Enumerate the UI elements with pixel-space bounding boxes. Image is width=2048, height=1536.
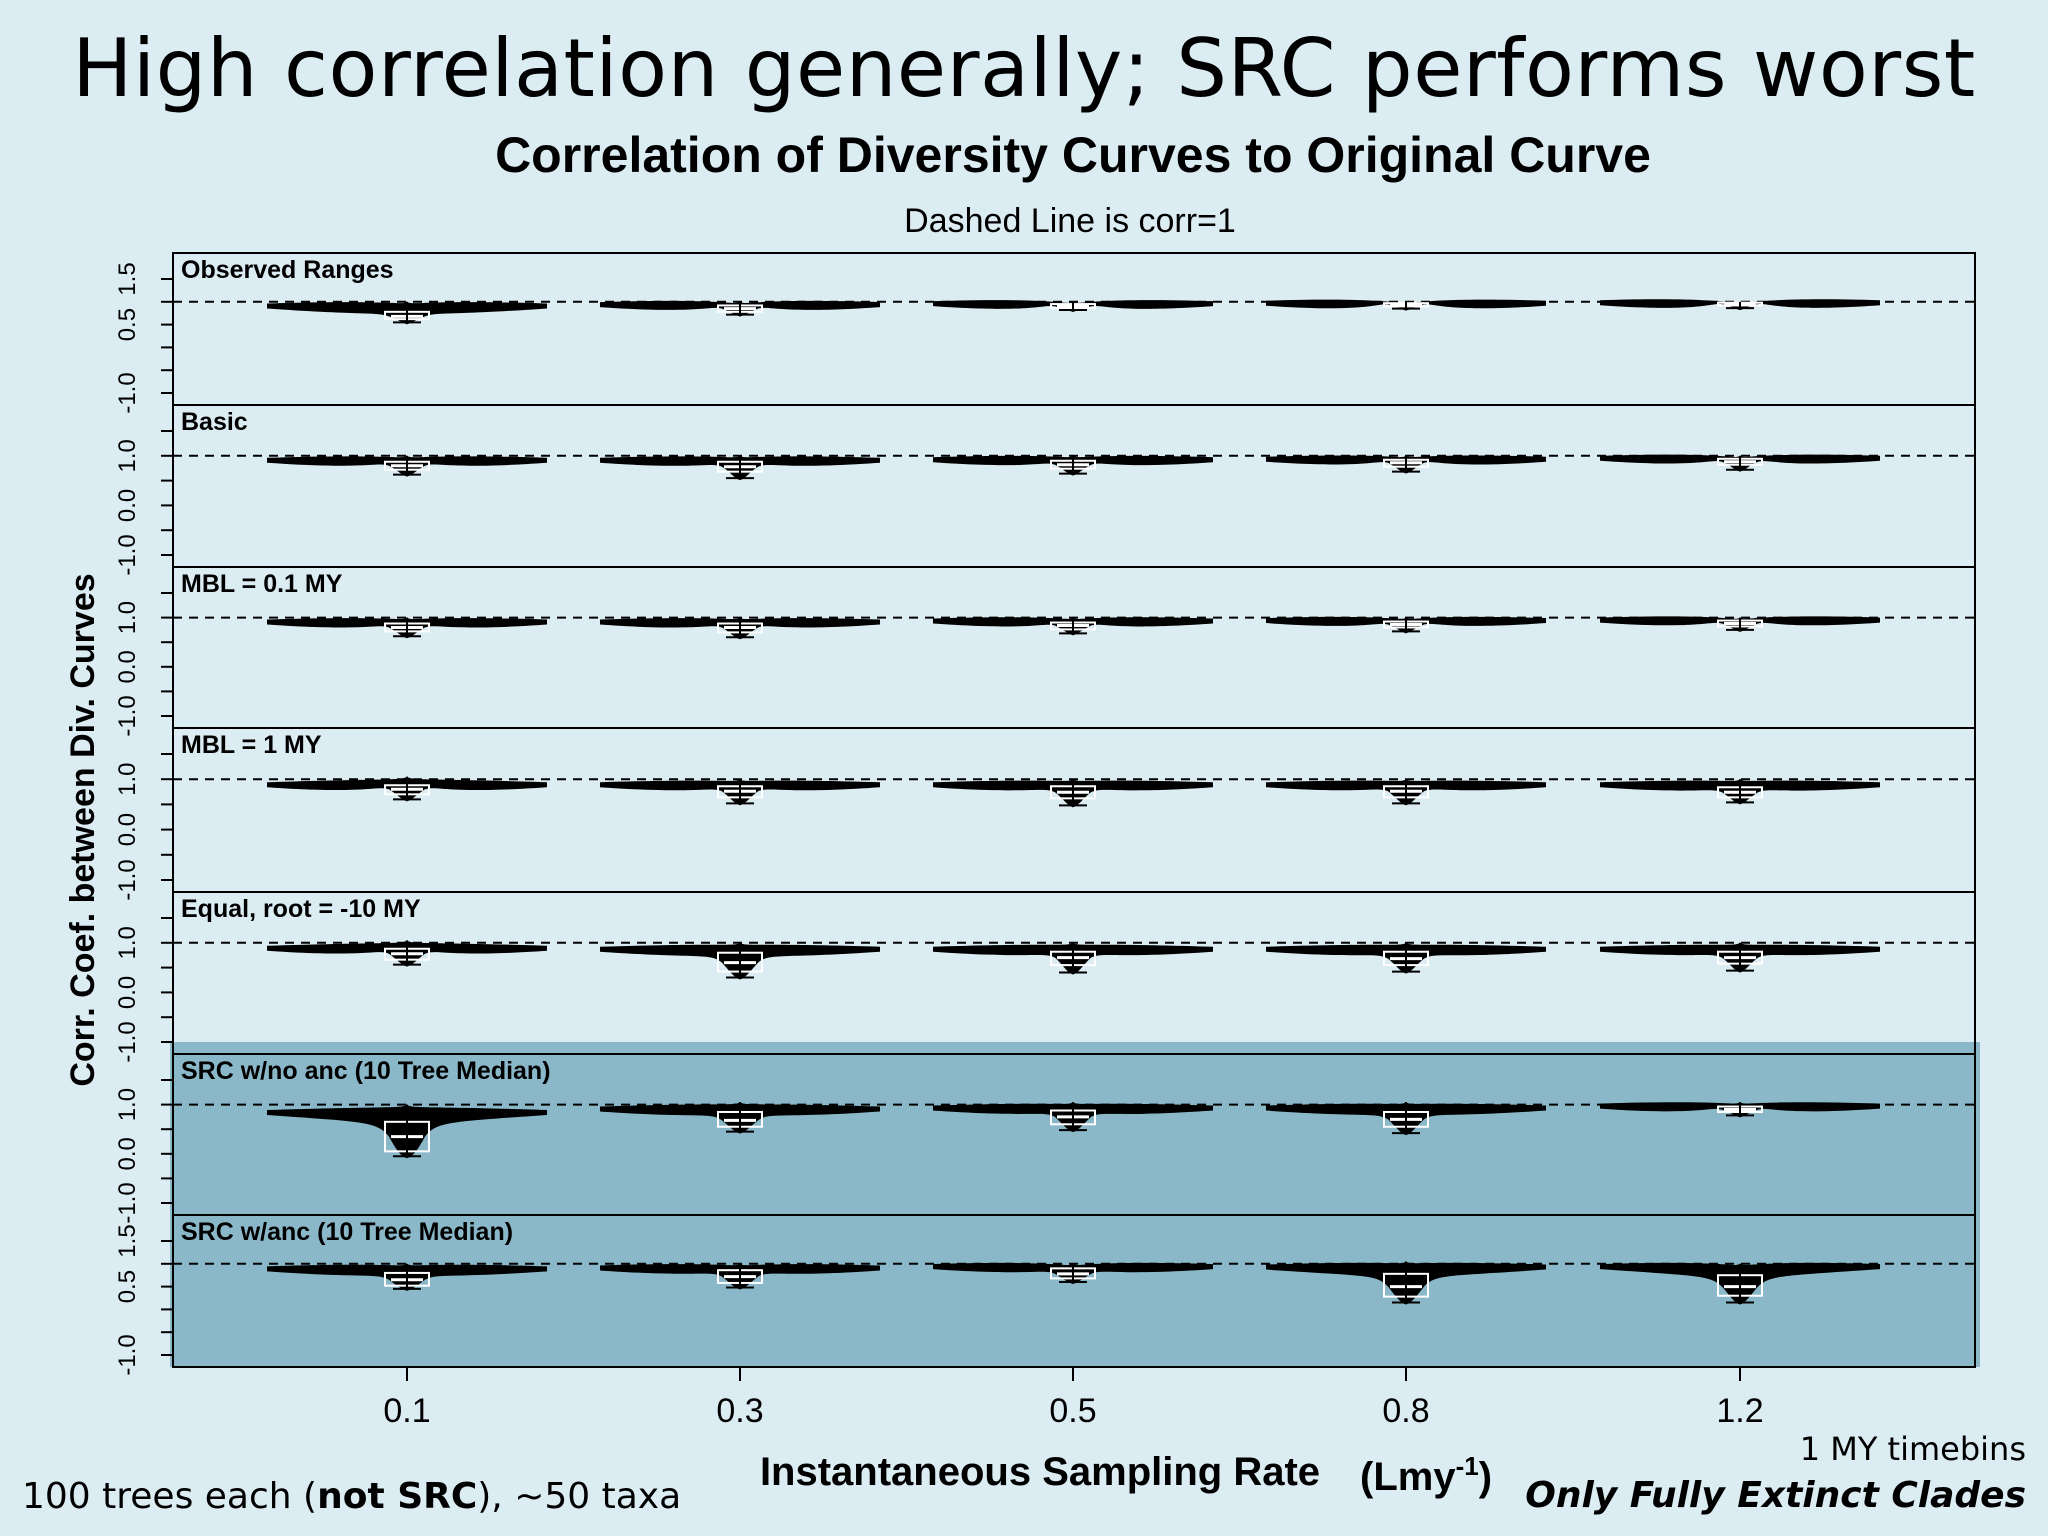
violin-0.5 [933, 617, 1213, 636]
y-tick-label: 0.0 [114, 489, 141, 522]
x-tick-label: 0.3 [716, 1392, 763, 1430]
violin-0.3 [600, 455, 880, 481]
violin-0.8 [1266, 616, 1546, 634]
y-tick-label: -1.0 [114, 372, 141, 413]
panels-layer: Observed Ranges -1.0 0.5 1.5 Basic -1.0 0.0 1.0… [114, 252, 1976, 1376]
footnote-extinct-clades: Only Fully Extinct Clades [1525, 1475, 2026, 1516]
violin-1.2 [1600, 942, 1880, 973]
violin-0.3 [600, 779, 880, 806]
y-tick-label: -1.0 [114, 1334, 141, 1375]
y-tick-label: 1.0 [114, 601, 141, 634]
y-tick-label: 1.5 [114, 1224, 141, 1257]
panel-label: Observed Ranges [181, 256, 394, 284]
panel-1: Basic -1.0 0.0 1.0 [114, 404, 1976, 576]
x-axis: 0.1 0.3 0.5 0.8 1.2 [383, 1367, 1764, 1430]
footnote-left-bold: not SRC [317, 1476, 478, 1517]
x-axis-unit-open: (Lmy [1360, 1455, 1456, 1499]
chart-title: Correlation of Diversity Curves to Origi… [495, 127, 1651, 183]
violin-0.1 [267, 940, 547, 967]
violin-0.3 [600, 1263, 880, 1290]
footnote-left: 100 trees each (not SRC), ~50 taxa [22, 1476, 681, 1517]
footnote-timebins: 1 MY timebins [1799, 1430, 2026, 1468]
violin-0.8 [1266, 1102, 1546, 1136]
y-tick-label: 1.0 [114, 926, 141, 959]
violin-0.1 [267, 455, 547, 477]
panel-frame [172, 252, 1976, 406]
panel-label: MBL = 0.1 MY [181, 570, 343, 598]
panel-2: MBL = 0.1 MY -1.0 0.0 1.0 [114, 566, 1976, 737]
violin-0.1 [267, 301, 547, 325]
violin-0.1 [267, 1104, 547, 1159]
y-tick-label: -1.0 [114, 859, 141, 900]
violin-1.2 [1600, 454, 1880, 472]
violin-1.2 [1600, 616, 1880, 632]
y-tick-label: 0.0 [114, 813, 141, 846]
violin-1.2 [1600, 779, 1880, 805]
violin-0.3 [600, 617, 880, 640]
x-axis-unit-close: ) [1479, 1455, 1492, 1499]
y-tick-label: 0.0 [114, 976, 141, 1009]
violin-0.8 [1266, 299, 1546, 311]
panel-0: Observed Ranges -1.0 0.5 1.5 [114, 252, 1976, 414]
violin-0.1 [267, 776, 547, 802]
panel-label: MBL = 1 MY [181, 731, 322, 759]
x-axis-unit: (Lmy-1) [1360, 1451, 1492, 1499]
violin-0.1 [267, 617, 547, 639]
violin-0.5 [933, 300, 1213, 313]
violin-0.5 [933, 942, 1213, 975]
slide-title: High correlation generally; SRC performs… [72, 22, 1976, 115]
src-highlight-band [170, 1042, 1980, 1367]
y-tick-label: 0.5 [114, 1270, 141, 1303]
panel-4: Equal, root = -10 MY -1.0 0.0 1.0 [114, 891, 1976, 1063]
highlight-layer [170, 1042, 1980, 1367]
y-tick-label: -1.0 [114, 534, 141, 575]
y-tick-label: 1.0 [114, 439, 141, 472]
chart-subtitle: Dashed Line is corr=1 [904, 202, 1236, 240]
violin-0.3 [600, 300, 880, 317]
violin-1.2 [1600, 299, 1880, 311]
x-tick-label: 0.1 [383, 1392, 430, 1430]
panel-3: MBL = 1 MY -1.0 0.0 1.0 [114, 727, 1976, 901]
y-tick-label: 1.5 [114, 262, 141, 295]
footnote-left-suffix: ), ~50 taxa [477, 1476, 682, 1517]
footnote-left-prefix: 100 trees each ( [22, 1476, 318, 1517]
x-tick-label: 0.5 [1049, 1392, 1096, 1430]
y-tick-label: -1.0 [114, 695, 141, 736]
y-axis-label: Corr. Coef. between Div. Curves [64, 573, 102, 1086]
x-axis-unit-sup: -1 [1456, 1451, 1479, 1481]
y-tick-label: 1.0 [114, 1088, 141, 1121]
violin-0.8 [1266, 779, 1546, 806]
violin-0.5 [933, 1262, 1213, 1285]
panel-frame [172, 566, 1976, 729]
panel-label: SRC w/anc (10 Tree Median) [181, 1218, 513, 1246]
violin-1.2 [1600, 1262, 1880, 1305]
panel-6: SRC w/anc (10 Tree Median) -1.0 0.5 1.5 [114, 1214, 1976, 1376]
violin-0.8 [1266, 1261, 1546, 1305]
violin-0.5 [933, 1102, 1213, 1133]
x-tick-label: 1.2 [1716, 1392, 1763, 1430]
violin-1.2 [1600, 1102, 1880, 1118]
y-tick-label: 1.0 [114, 763, 141, 796]
y-tick-label: 0.0 [114, 1137, 141, 1170]
violin-0.5 [933, 455, 1213, 476]
y-tick-label: -1.0 [114, 1021, 141, 1062]
violin-0.8 [1266, 455, 1546, 474]
x-axis-label: Instantaneous Sampling Rate [760, 1450, 1320, 1494]
violin-0.1 [267, 1263, 547, 1291]
panel-frame [172, 727, 1976, 893]
panel-label: SRC w/no anc (10 Tree Median) [181, 1057, 551, 1085]
y-tick-label: 0.5 [114, 308, 141, 341]
y-tick-label: -1.0 [114, 1182, 141, 1223]
violin-0.3 [600, 1102, 880, 1134]
violin-0.8 [1266, 942, 1546, 974]
panel-frame [172, 404, 1976, 568]
y-tick-label: 0.0 [114, 650, 141, 683]
panel-label: Basic [181, 408, 248, 436]
panel-5: SRC w/no anc (10 Tree Median) -1.0 0.0 1.0 [114, 1053, 1976, 1224]
violin-0.5 [933, 779, 1213, 808]
violin-0.3 [600, 942, 880, 980]
x-tick-label: 0.8 [1382, 1392, 1429, 1430]
panel-label: Equal, root = -10 MY [181, 895, 421, 923]
